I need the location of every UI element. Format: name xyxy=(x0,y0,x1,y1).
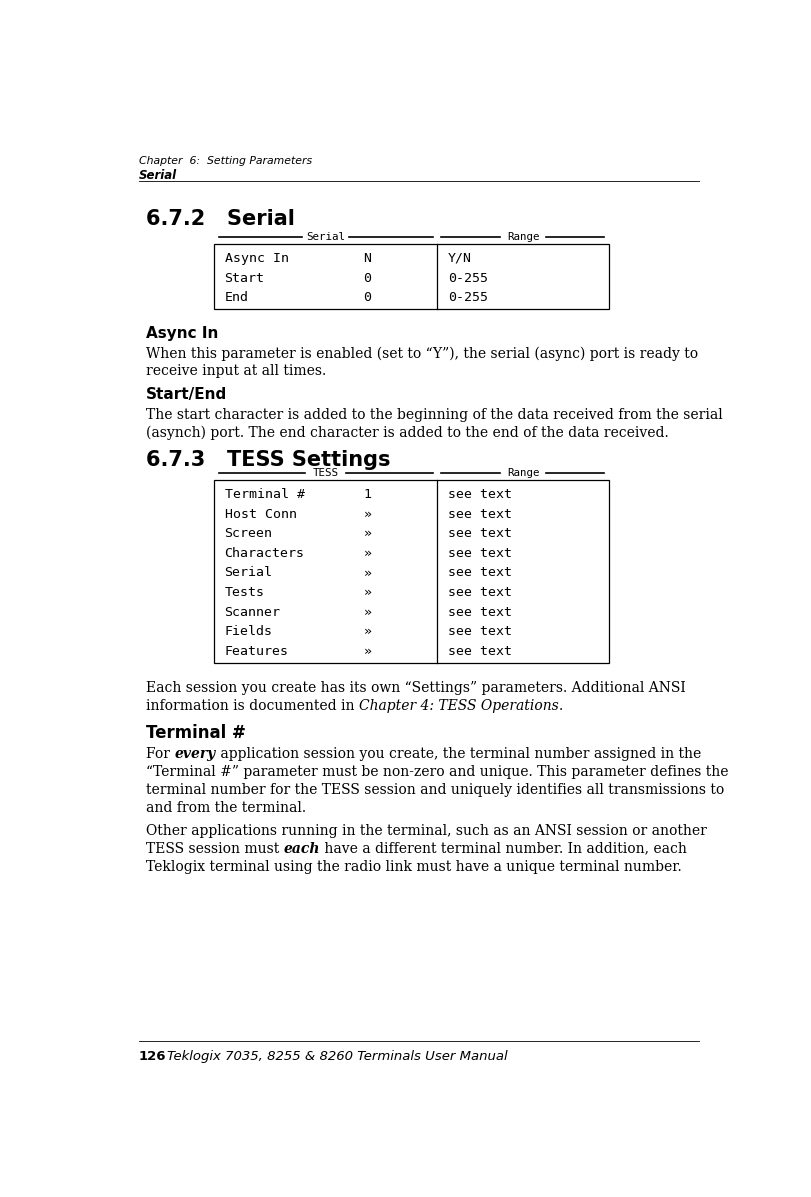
Text: Tests: Tests xyxy=(225,587,264,598)
Text: »: » xyxy=(363,566,371,579)
Text: »: » xyxy=(363,508,371,521)
Text: every: every xyxy=(174,747,216,761)
Text: see text: see text xyxy=(448,587,512,598)
Text: Other applications running in the terminal, such as an ANSI session or another: Other applications running in the termin… xyxy=(146,824,707,838)
Text: Chapter 4: TESS Operations: Chapter 4: TESS Operations xyxy=(359,699,559,713)
Text: Terminal #: Terminal # xyxy=(146,724,247,742)
Text: Async In: Async In xyxy=(146,326,219,341)
Bar xyxy=(214,244,609,309)
Text: Teklogix terminal using the radio link must have a unique terminal number.: Teklogix terminal using the radio link m… xyxy=(146,859,682,874)
Text: »: » xyxy=(363,645,371,658)
Text: Y/N: Y/N xyxy=(448,251,472,265)
Text: application session you create, the terminal number assigned in the: application session you create, the term… xyxy=(216,747,702,761)
Text: For: For xyxy=(146,747,174,761)
Text: Fields: Fields xyxy=(225,625,272,638)
Text: see text: see text xyxy=(448,606,512,619)
Text: Range: Range xyxy=(507,468,539,478)
Text: see text: see text xyxy=(448,488,512,500)
Text: Start/End: Start/End xyxy=(146,388,228,402)
Bar xyxy=(214,480,609,663)
Text: Each session you create has its own “Settings” parameters. Additional ANSI: Each session you create has its own “Set… xyxy=(146,681,686,695)
Text: Serial: Serial xyxy=(139,169,177,182)
Text: TESS: TESS xyxy=(312,468,338,478)
Text: “Terminal #” parameter must be non-zero and unique. This parameter defines the: “Terminal #” parameter must be non-zero … xyxy=(146,765,729,779)
Text: Scanner: Scanner xyxy=(225,606,281,619)
Text: 126: 126 xyxy=(139,1050,166,1063)
Text: have a different terminal number. In addition, each: have a different terminal number. In add… xyxy=(320,841,688,856)
Text: Teklogix 7035, 8255 & 8260 Terminals User Manual: Teklogix 7035, 8255 & 8260 Terminals Use… xyxy=(167,1050,508,1063)
Text: Screen: Screen xyxy=(225,527,272,540)
Text: End: End xyxy=(225,291,249,304)
Text: see text: see text xyxy=(448,547,512,560)
Text: receive input at all times.: receive input at all times. xyxy=(146,364,327,378)
Text: (asynch) port. The end character is added to the end of the data received.: (asynch) port. The end character is adde… xyxy=(146,426,669,440)
Text: »: » xyxy=(363,606,371,619)
Text: Serial: Serial xyxy=(306,232,345,242)
Text: 0-255: 0-255 xyxy=(448,272,488,285)
Text: »: » xyxy=(363,547,371,560)
Text: »: » xyxy=(363,527,371,540)
Text: »: » xyxy=(363,625,371,638)
Text: see text: see text xyxy=(448,566,512,579)
Text: Features: Features xyxy=(225,645,289,658)
Text: 6.7.3   TESS Settings: 6.7.3 TESS Settings xyxy=(146,450,391,470)
Text: The start character is added to the beginning of the data received from the seri: The start character is added to the begi… xyxy=(146,408,723,421)
Text: When this parameter is enabled (set to “Y”), the serial (async) port is ready to: When this parameter is enabled (set to “… xyxy=(146,346,698,360)
Text: 1: 1 xyxy=(363,488,371,500)
Text: see text: see text xyxy=(448,645,512,658)
Text: Serial: Serial xyxy=(225,566,272,579)
Text: .: . xyxy=(559,699,563,713)
Text: Characters: Characters xyxy=(225,547,305,560)
Text: 0-255: 0-255 xyxy=(448,291,488,304)
Text: 0: 0 xyxy=(363,291,371,304)
Text: Terminal #: Terminal # xyxy=(225,488,305,500)
Text: Async In: Async In xyxy=(225,251,289,265)
Text: see text: see text xyxy=(448,625,512,638)
Text: information is documented in: information is documented in xyxy=(146,699,359,713)
Text: »: » xyxy=(363,587,371,598)
Text: 0: 0 xyxy=(363,272,371,285)
Text: see text: see text xyxy=(448,527,512,540)
Text: see text: see text xyxy=(448,508,512,521)
Text: and from the terminal.: and from the terminal. xyxy=(146,801,307,815)
Text: terminal number for the TESS session and uniquely identifies all transmissions t: terminal number for the TESS session and… xyxy=(146,783,724,797)
Text: 6.7.2   Serial: 6.7.2 Serial xyxy=(146,209,295,229)
Text: Start: Start xyxy=(225,272,264,285)
Text: Host Conn: Host Conn xyxy=(225,508,297,521)
Text: N: N xyxy=(363,251,371,265)
Text: TESS session must: TESS session must xyxy=(146,841,284,856)
Text: each: each xyxy=(284,841,320,856)
Text: Range: Range xyxy=(507,232,539,242)
Text: Chapter  6:  Setting Parameters: Chapter 6: Setting Parameters xyxy=(139,156,311,165)
